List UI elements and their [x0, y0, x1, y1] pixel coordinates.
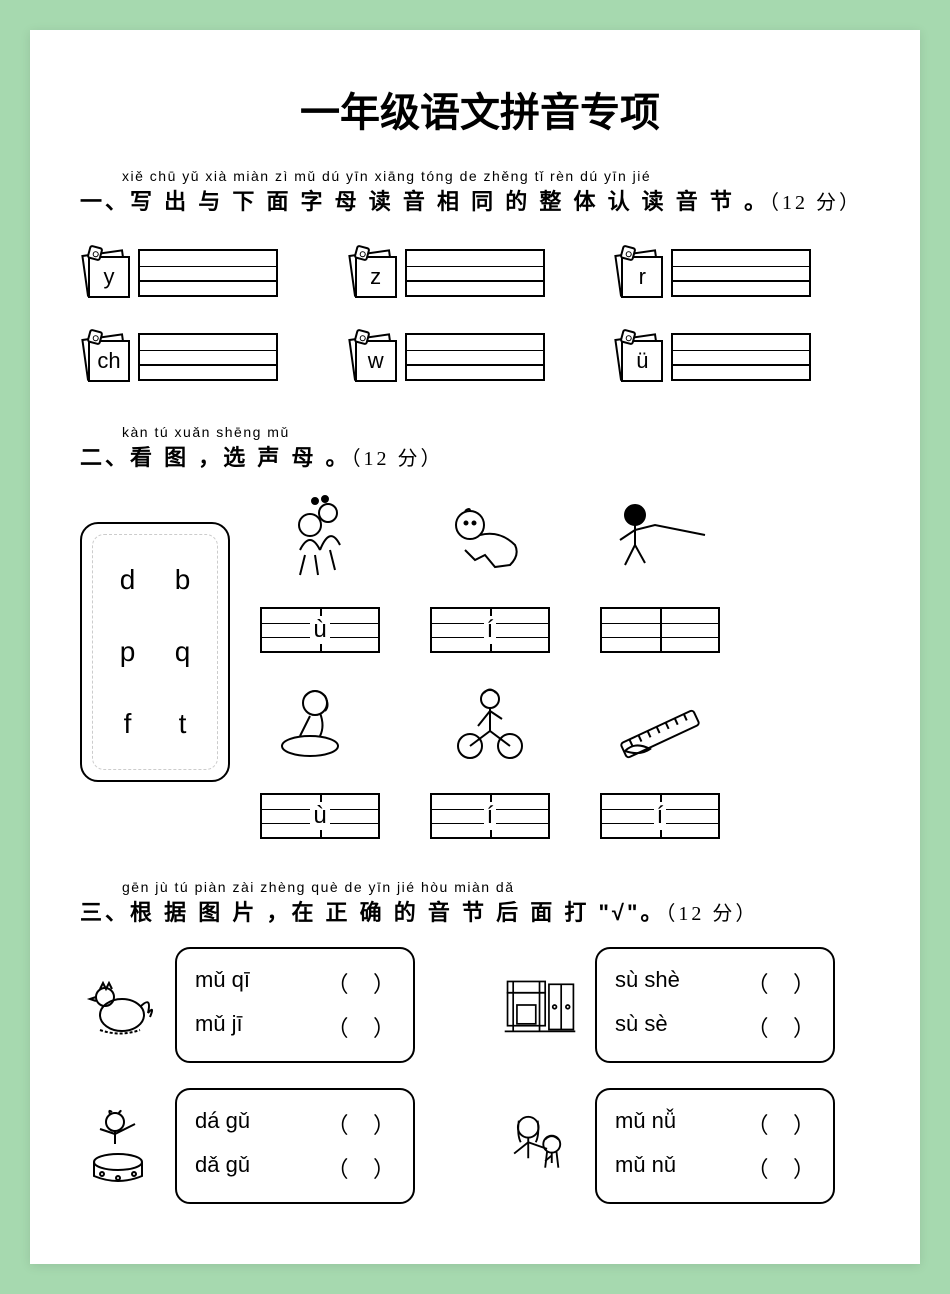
section2-pinyin: kàn tú xuǎn shēng mǔ [122, 424, 880, 440]
s1-item: ü [613, 330, 880, 384]
s2-cell: ù [260, 492, 380, 653]
section3-grid: mǔ qī （ ） mǔ jī （ ） [80, 947, 880, 1204]
choice-letter: p [120, 636, 136, 668]
choice-row[interactable]: mǔ jī （ ） [195, 1005, 395, 1049]
answer-box[interactable] [405, 249, 545, 297]
picture-boy-stick-icon [600, 492, 720, 582]
choice-box: mǔ qī （ ） mǔ jī （ ） [175, 947, 415, 1063]
page-title: 一年级语文拼音专项 [80, 80, 880, 138]
choice-box: dá gǔ （ ） dǎ gǔ （ ） [175, 1088, 415, 1204]
s3-item: sù shè （ ） sù sè （ ） [500, 947, 880, 1063]
section1-grid: y z r ch w [80, 246, 880, 384]
answer-box[interactable] [671, 249, 811, 297]
picture-ruler-icon [600, 678, 720, 768]
section2-hanzi: 二、看 图 ，选 声 母 。（12 分） [80, 440, 880, 472]
section1-hanzi: 一、写 出 与 下 面 字 母 读 音 相 同 的 整 体 认 读 音 节 。（… [80, 184, 880, 216]
s1-item: w [347, 330, 614, 384]
picture-wash-icon [260, 678, 380, 768]
choice-box: sù shè （ ） sù sè （ ） [595, 947, 835, 1063]
choice-letter: t [179, 708, 187, 740]
answer-box[interactable] [405, 333, 545, 381]
s1-item: y [80, 246, 347, 300]
choice-row[interactable]: mǔ qī （ ） [195, 961, 395, 1005]
s3-item: mǔ nǚ （ ） mǔ nǔ （ ） [500, 1088, 880, 1204]
choice-row[interactable]: dá gǔ （ ） [195, 1102, 395, 1146]
choice-row[interactable]: sù sè （ ） [615, 1005, 815, 1049]
section2-body: d b p q f t [80, 492, 880, 839]
choice-row[interactable]: mǔ nǚ （ ） [615, 1102, 815, 1146]
section1-pinyin: xiě chū yǔ xià miàn zì mǔ dú yīn xiāng t… [122, 168, 880, 184]
picture-hen-icon [80, 963, 160, 1048]
choice-letter: q [175, 636, 191, 668]
s2-cell: í [430, 678, 550, 839]
choice-box: mǔ nǚ （ ） mǔ nǔ （ ） [595, 1088, 835, 1204]
answer-box[interactable]: ù [260, 793, 380, 839]
section3-head: gēn jù tú piàn zài zhèng què de yīn jié … [80, 879, 880, 927]
s1-item: r [613, 246, 880, 300]
answer-box[interactable]: ù [260, 607, 380, 653]
s3-item: dá gǔ （ ） dǎ gǔ （ ） [80, 1088, 460, 1204]
choice-letter: d [120, 564, 136, 596]
s2-cell [600, 492, 720, 653]
s2-cell: ù [260, 678, 380, 839]
letter-note: ch [80, 330, 130, 384]
choice-row[interactable]: mǔ nǔ （ ） [615, 1146, 815, 1190]
picture-bike-icon [430, 678, 550, 768]
letter-note: z [347, 246, 397, 300]
answer-box[interactable] [671, 333, 811, 381]
section3-hanzi: 三、根 据 图 片 ，在 正 确 的 音 节 后 面 打 "√"。（12 分） [80, 895, 880, 927]
answer-box[interactable] [138, 249, 278, 297]
choice-letter: f [124, 708, 132, 740]
picture-family-icon [260, 492, 380, 582]
section3-pinyin: gēn jù tú piàn zài zhèng què de yīn jié … [122, 879, 880, 895]
section2-head: kàn tú xuǎn shēng mǔ 二、看 图 ，选 声 母 。（12 分… [80, 424, 880, 472]
picture-drum-icon [80, 1104, 160, 1189]
letter-note: ü [613, 330, 663, 384]
choice-row[interactable]: dǎ gǔ （ ） [195, 1146, 395, 1190]
answer-box[interactable]: í [430, 793, 550, 839]
answer-box[interactable] [138, 333, 278, 381]
s1-item: z [347, 246, 614, 300]
s2-cell: í [430, 492, 550, 653]
section1-head: xiě chū yǔ xià miàn zì mǔ dú yīn xiāng t… [80, 168, 880, 216]
letter-choice-box: d b p q f t [80, 522, 230, 782]
worksheet-page: 一年级语文拼音专项 xiě chū yǔ xià miàn zì mǔ dú y… [30, 30, 920, 1264]
letter-note: r [613, 246, 663, 300]
answer-box[interactable]: í [430, 607, 550, 653]
s3-item: mǔ qī （ ） mǔ jī （ ） [80, 947, 460, 1063]
letter-note: y [80, 246, 130, 300]
letter-note: w [347, 330, 397, 384]
answer-box[interactable]: í [600, 793, 720, 839]
picture-dorm-icon [500, 963, 580, 1048]
choice-row[interactable]: sù shè （ ） [615, 961, 815, 1005]
picture-baby-crawl-icon [430, 492, 550, 582]
picture-mother-daughter-icon [500, 1104, 580, 1189]
answer-box[interactable] [600, 607, 720, 653]
choice-letter: b [175, 564, 191, 596]
s2-cell: í [600, 678, 720, 839]
s1-item: ch [80, 330, 347, 384]
